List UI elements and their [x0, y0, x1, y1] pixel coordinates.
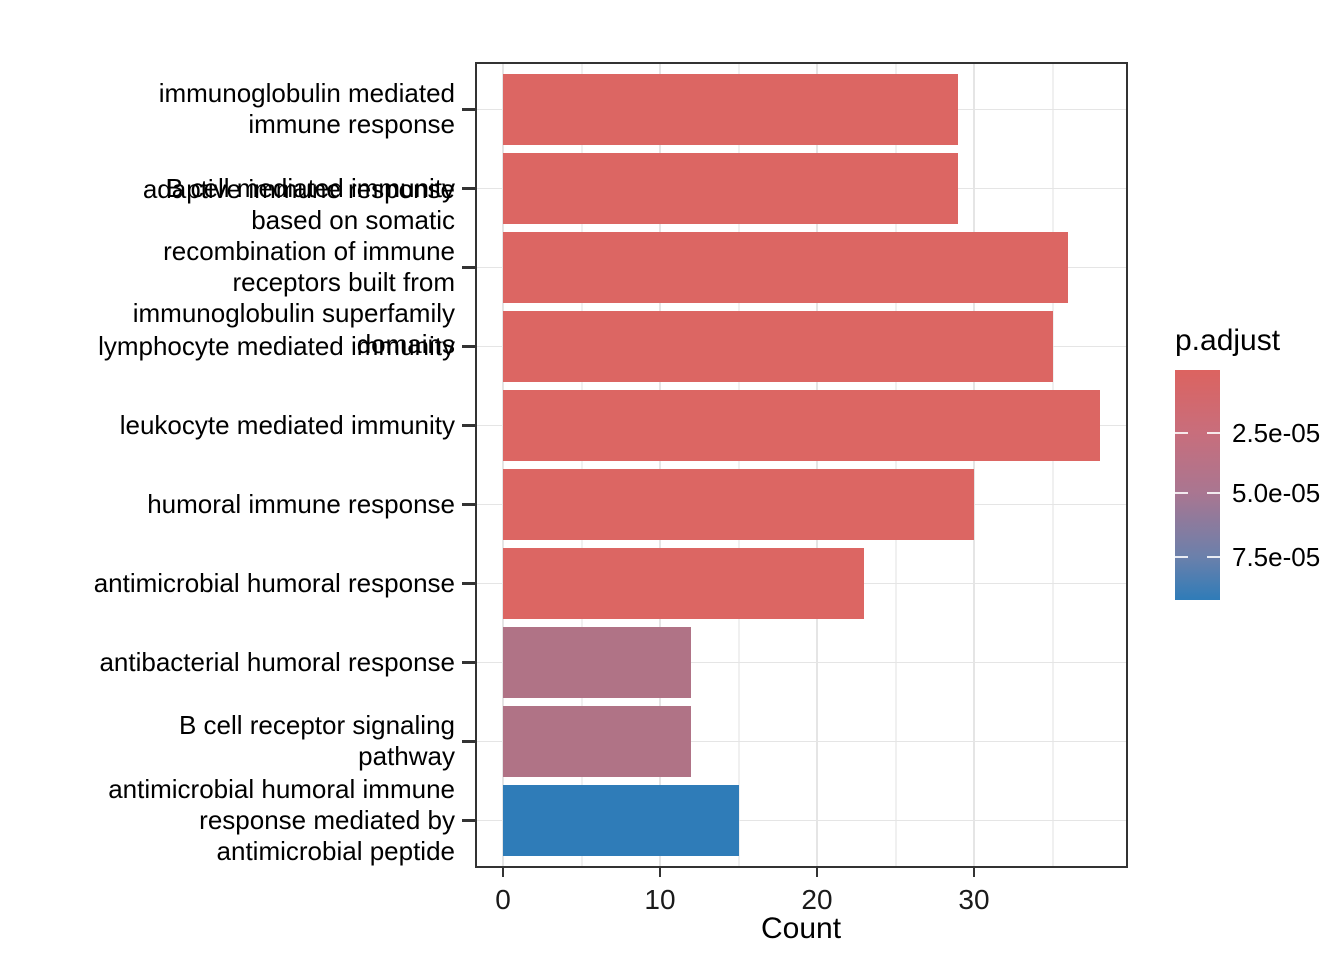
legend-tick-left: [1175, 555, 1188, 559]
grid-minor-v: [581, 64, 583, 866]
y-tick-mark: [462, 424, 475, 427]
y-axis-label: leukocyte mediated immunity: [119, 409, 455, 440]
grid-major-h: [477, 819, 1126, 822]
x-tick-mark: [815, 868, 819, 877]
y-tick-mark: [462, 661, 475, 664]
y-tick-mark: [462, 582, 475, 585]
y-axis-label: humoral immune response: [147, 488, 455, 519]
legend-gradient-bar: [1175, 370, 1220, 600]
legend-tick-right: [1207, 431, 1220, 435]
grid-major-v: [816, 64, 818, 866]
bar: [503, 547, 865, 619]
legend-label: 5.0e-05: [1232, 478, 1321, 509]
y-axis-label: B cell receptor signaling pathway: [178, 710, 455, 772]
legend-tick-right: [1207, 555, 1220, 559]
bar: [503, 784, 739, 856]
x-axis-title: Count: [760, 912, 842, 945]
grid-major-v: [659, 64, 661, 866]
grid-minor-v: [738, 64, 740, 866]
legend-title: p.adjust: [1175, 324, 1281, 357]
bar: [503, 310, 1053, 382]
y-axis-label: adaptive immune response based on somati…: [132, 174, 455, 360]
y-tick-mark: [462, 108, 475, 111]
legend-tick-right: [1207, 491, 1220, 495]
bar: [503, 152, 959, 224]
bar: [503, 389, 1100, 461]
y-tick-mark: [462, 503, 475, 506]
grid-major-h: [477, 661, 1126, 664]
x-tick-mark: [501, 868, 505, 877]
bar: [503, 468, 974, 540]
grid-major-v: [502, 64, 504, 866]
legend-label: 2.5e-05: [1232, 418, 1321, 449]
x-tick-label: 0: [495, 884, 511, 915]
y-axis-label: antimicrobial humoral response: [93, 567, 455, 598]
bar: [503, 705, 692, 777]
x-tick-label: 20: [801, 884, 833, 915]
grid-major-h: [477, 740, 1126, 743]
plot-panel: [475, 62, 1128, 868]
grid-major-v: [973, 64, 975, 866]
y-axis-label: antibacterial humoral response: [99, 646, 455, 677]
legend-tick-left: [1175, 491, 1188, 495]
y-tick-mark: [462, 740, 475, 743]
y-tick-mark: [462, 819, 475, 822]
y-tick-mark: [462, 345, 475, 348]
y-axis-label: B cell mediated immunity: [166, 172, 455, 203]
y-tick-mark: [462, 266, 475, 269]
y-axis-label: immunoglobulin mediated immune response: [158, 78, 455, 140]
legend-tick-left: [1175, 431, 1188, 435]
grid-minor-v: [895, 64, 897, 866]
bar: [503, 626, 692, 698]
y-tick-mark: [462, 187, 475, 190]
grid-minor-v: [1052, 64, 1054, 866]
y-axis-label: lymphocyte mediated immunity: [98, 330, 455, 361]
bar: [503, 73, 959, 145]
x-tick-mark: [658, 868, 662, 877]
legend-label: 7.5e-05: [1232, 541, 1321, 572]
y-axis-label: antimicrobial humoral immune response me…: [108, 773, 455, 866]
bar: [503, 231, 1069, 303]
x-tick-label: 30: [958, 884, 990, 915]
x-tick-mark: [972, 868, 976, 877]
x-tick-label: 10: [644, 884, 676, 915]
